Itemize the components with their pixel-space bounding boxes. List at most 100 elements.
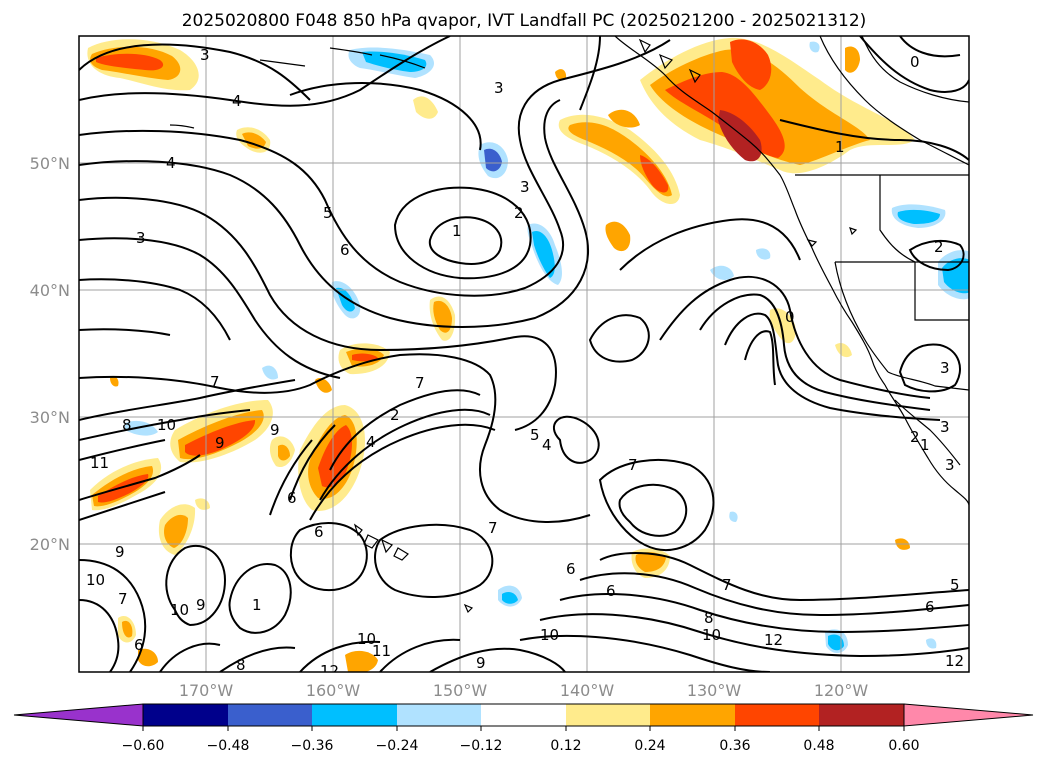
contour-label: 10 — [170, 601, 189, 619]
contour-label: 6 — [925, 598, 935, 616]
contour-label: 3 — [940, 359, 950, 377]
colorbar-segment — [566, 704, 650, 726]
contour-label: 5 — [530, 426, 540, 444]
contour-label: 7 — [488, 519, 498, 537]
lon-tick-label: 140°W — [560, 681, 615, 700]
contour-label: 12 — [945, 652, 964, 670]
colorbar-segment — [650, 704, 735, 726]
figure-title: 2025020800 F048 850 hPa qvapor, IVT Land… — [182, 11, 867, 31]
colorbar-segment — [735, 704, 819, 726]
colorbar-segment — [481, 704, 566, 726]
contour-label: 9 — [476, 654, 486, 672]
contour-label: 4 — [232, 92, 242, 110]
colorbar: −0.60 −0.48 −0.36 −0.24 −0.12 0.12 0.24 … — [13, 703, 1034, 754]
contour-label: 6 — [287, 489, 297, 507]
contour-label: 1 — [252, 596, 262, 614]
lat-tick-label: 30°N — [30, 408, 70, 427]
lon-tick-label: 150°W — [433, 681, 488, 700]
qvapor-contours — [79, 36, 969, 672]
contour-label: 3 — [136, 229, 146, 247]
contour-label: 6 — [606, 582, 616, 600]
contour-label: 4 — [542, 436, 552, 454]
contour-label: 3 — [945, 456, 955, 474]
contour-label: 1 — [452, 222, 462, 240]
colorbar-tick-label: −0.12 — [460, 738, 503, 754]
contour-label: 0 — [785, 308, 795, 326]
contour-label: 7 — [118, 590, 128, 608]
colorbar-tick-label: 0.60 — [888, 738, 919, 754]
colorbar-tick-label: 0.48 — [803, 738, 834, 754]
colorbar-segment — [397, 704, 481, 726]
contour-labels: 3 4 4 3 5 6 3 1 3 2 0 1 2 3 7 7 9 10 11 … — [86, 46, 964, 680]
contour-label: 1 — [920, 436, 930, 454]
contour-label: 2 — [514, 204, 524, 222]
contour-label: 6 — [314, 523, 324, 541]
contour-label: 3 — [520, 178, 530, 196]
contour-label: 7 — [722, 576, 732, 594]
latitude-labels: 50°N 40°N 30°N 20°N — [30, 154, 70, 554]
lon-tick-label: 120°W — [814, 681, 869, 700]
contour-label: 6 — [566, 560, 576, 578]
lon-tick-label: 160°W — [306, 681, 361, 700]
contour-label: 7 — [415, 374, 425, 392]
contour-label: 10 — [540, 626, 559, 644]
contour-label: 7 — [628, 456, 638, 474]
colorbar-tick-label: 0.36 — [719, 738, 750, 754]
contour-label: 8 — [236, 656, 246, 674]
contour-label: 0 — [910, 53, 920, 71]
contour-label: 2 — [910, 428, 920, 446]
colorbar-tick-label: −0.36 — [291, 738, 334, 754]
contour-label: 10 — [357, 630, 376, 648]
colorbar-tick-label: −0.24 — [376, 738, 419, 754]
contour-label: 1 — [835, 138, 845, 156]
contour-label: 3 — [494, 79, 504, 97]
lat-tick-label: 40°N — [30, 281, 70, 300]
contour-label: 4 — [366, 433, 376, 451]
colorbar-frame — [142, 703, 905, 727]
contour-label: 9 — [215, 434, 225, 452]
contour-label: 8 — [704, 609, 714, 627]
map-frame — [78, 35, 970, 673]
contour-label: 6 — [340, 241, 350, 259]
colorbar-segment — [143, 704, 228, 726]
map-content: 3 4 4 3 5 6 3 1 3 2 0 1 2 3 7 7 9 10 11 … — [79, 36, 969, 680]
contour-label: 4 — [166, 154, 176, 172]
contour-label: 12 — [320, 662, 339, 680]
contour-label: 5 — [323, 204, 333, 222]
lon-tick-label: 170°W — [179, 681, 234, 700]
positive-shading — [87, 37, 915, 672]
contour-label: 10 — [86, 571, 105, 589]
coastlines — [169, 36, 969, 614]
contour-label: 9 — [115, 543, 125, 561]
colorbar-low-extension — [13, 703, 144, 727]
colorbar-segment — [819, 704, 904, 726]
colorbar-segment — [312, 704, 397, 726]
lat-tick-label: 20°N — [30, 535, 70, 554]
colorbar-segment — [228, 704, 312, 726]
contour-label: 2 — [390, 406, 400, 424]
contour-label: 8 — [122, 416, 132, 434]
contour-label: 10 — [157, 416, 176, 434]
contour-label: 6 — [134, 636, 144, 654]
contour-label: 5 — [950, 576, 960, 594]
colorbar-tick-label: 0.24 — [634, 738, 665, 754]
colorbar-tick-label: −0.48 — [207, 738, 250, 754]
longitude-labels: 170°W 160°W 150°W 140°W 130°W 120°W — [179, 681, 869, 700]
contour-label: 3 — [200, 46, 210, 64]
contour-label: 12 — [764, 631, 783, 649]
contour-label: 3 — [940, 418, 950, 436]
contour-label: 9 — [196, 596, 206, 614]
colorbar-high-extension — [903, 703, 1034, 727]
negative-shading — [125, 41, 969, 654]
contour-label: 7 — [210, 373, 220, 391]
contour-label: 10 — [702, 626, 721, 644]
graticule — [79, 36, 969, 672]
contour-label: 9 — [270, 421, 280, 439]
lat-tick-label: 50°N — [30, 154, 70, 173]
colorbar-tick-label: 0.12 — [550, 738, 581, 754]
lon-tick-label: 130°W — [687, 681, 742, 700]
contour-label: 2 — [934, 238, 944, 256]
colorbar-tick-label: −0.60 — [122, 738, 165, 754]
contour-label: 11 — [90, 454, 109, 472]
